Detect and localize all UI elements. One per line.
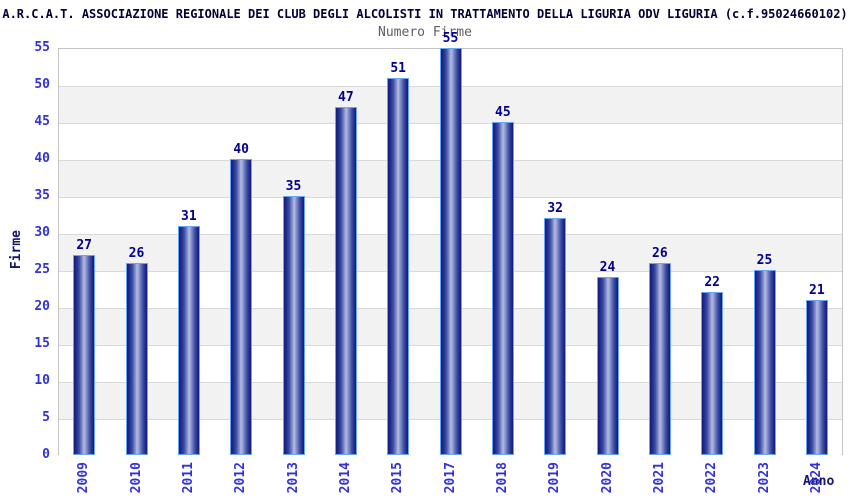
bar-2023 [753,270,776,455]
y-tick-label: 15 [34,336,50,351]
bar-2024 [805,299,828,455]
bar-2012 [230,159,253,455]
y-tick-label: 30 [34,225,50,240]
bar-2018 [491,122,514,455]
x-tick-label: 2010 [128,462,144,494]
x-tick-label: 2015 [390,462,406,494]
bar-value-label: 32 [547,201,563,217]
bar-value-label: 22 [704,275,720,291]
x-tick-label: 2014 [337,462,353,494]
bar-value-label: 26 [652,245,668,261]
bar-2021 [648,262,671,455]
x-tick-label: 2022 [704,462,720,494]
chart-subtitle: Numero Firme [378,25,472,40]
x-axis-title: Anno [803,474,835,489]
x-tick-label: 2021 [651,462,667,494]
x-tick-label: 2013 [285,462,301,494]
x-tick-label: 2009 [76,462,92,494]
bar-value-label: 31 [181,208,197,224]
bar-value-label: 25 [756,253,773,268]
bar-2020 [596,277,619,455]
y-tick-label: 25 [34,262,50,277]
bar-value-label: 55 [442,31,459,46]
bar-value-label: 26 [128,245,145,261]
bar-value-label: 45 [495,105,511,120]
bar-value-label: 47 [338,90,354,106]
bar-2017 [439,48,462,455]
y-tick-label: 20 [34,299,50,314]
bar-value-label: 51 [390,60,406,76]
y-tick-label: 40 [34,151,50,166]
bar-2010 [125,262,148,455]
x-tick-label: 2019 [547,462,563,494]
bar-2011 [177,225,200,455]
x-tick-label: 2024 [808,462,824,494]
x-tick-label: 2017 [442,462,458,494]
x-tick-label: 2011 [180,462,196,494]
y-tick-label: 0 [42,447,50,462]
x-tick-label: 2012 [233,462,249,494]
bar-value-label: 40 [233,142,249,157]
y-tick-label: 5 [42,410,50,425]
bar-value-label: 21 [809,282,825,298]
y-tick-label: 45 [34,114,50,129]
bar-2022 [701,292,724,455]
bar-value-label: 35 [285,179,302,194]
y-tick-label: 55 [34,40,50,55]
y-tick-label: 50 [34,77,50,92]
bar-value-label: 27 [76,238,92,254]
bar-2014 [334,107,357,455]
bar-2019 [544,218,567,455]
y-tick-label: 10 [34,373,50,388]
y-tick-label: 35 [34,188,50,203]
x-tick-label: 2023 [756,462,772,494]
x-tick-label: 2018 [494,462,510,494]
bar-value-label: 24 [599,260,616,276]
bar-2013 [282,196,305,455]
bar-2015 [387,77,410,455]
chart-title: A.R.C.A.T. ASSOCIAZIONE REGIONALE DEI CL… [2,7,848,21]
x-tick-label: 2020 [599,462,615,494]
bar-2009 [73,255,96,455]
